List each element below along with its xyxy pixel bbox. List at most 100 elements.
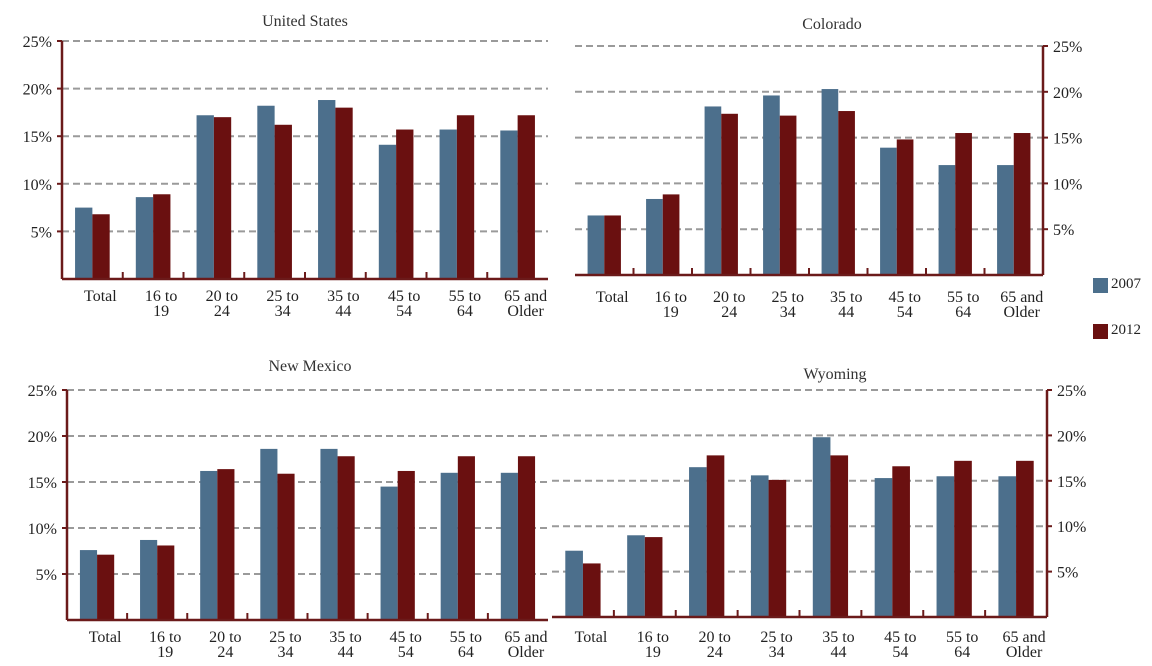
chart-title: New Mexico	[268, 358, 351, 375]
bar-2007-4	[318, 100, 336, 279]
bar-2007-1	[135, 197, 154, 279]
legend-label-2012: 2012	[1111, 322, 1141, 338]
bar-2012-3	[779, 115, 797, 275]
x-tick-label: 35 to 44	[822, 629, 854, 661]
y-tick-label: 25%	[28, 383, 57, 400]
bar-2012-2	[721, 113, 738, 275]
x-tick-label: 20 to 24	[209, 629, 241, 661]
bar-2012-2	[217, 469, 235, 620]
bar-2007-6	[938, 165, 956, 275]
y-tick-label: 5%	[31, 224, 52, 241]
x-tick-label: 65 and Older	[504, 629, 547, 661]
x-tick-label: 65 and Older	[504, 288, 547, 320]
bar-2007-4	[320, 448, 338, 620]
bar-2012-6	[457, 456, 475, 620]
x-tick-label: 55 to 64	[449, 288, 481, 320]
y-tick-label: 10%	[1057, 519, 1086, 536]
bar-2012-3	[277, 473, 295, 620]
x-tick-label: 16 to 19	[637, 629, 669, 661]
bar-2012-6	[954, 460, 972, 617]
x-tick-label: 20 to 24	[713, 289, 745, 321]
y-tick-label: 20%	[1057, 428, 1086, 445]
bar-2007-5	[874, 478, 893, 617]
chart-panel-2: 5% 10% 15% 20% 25% Total 16 to 19 20 to 24 25 to 34…	[28, 358, 548, 661]
bar-2012-2	[706, 455, 725, 617]
bar-2007-7	[997, 165, 1014, 275]
bar-2007-6	[439, 129, 457, 279]
x-tick-label: 16 to 19	[655, 289, 687, 321]
x-tick-label: Total	[89, 629, 122, 646]
bar-2007-7	[998, 476, 1017, 617]
bar-2012-1	[157, 545, 175, 620]
bar-2012-1	[662, 194, 680, 275]
y-tick-label: 20%	[1053, 85, 1082, 102]
bar-2012-7	[517, 115, 535, 279]
x-tick-label: 25 to 34	[772, 289, 804, 321]
bar-2007-5	[880, 147, 897, 275]
x-tick-label: 65 and Older	[1003, 629, 1046, 661]
y-tick-label: 5%	[1053, 222, 1074, 239]
bar-2007-2	[689, 467, 707, 617]
y-tick-label: 15%	[28, 475, 57, 492]
bar-2007-3	[257, 105, 275, 280]
x-tick-label: Total	[596, 289, 629, 306]
x-tick-label: 20 to 24	[698, 629, 730, 661]
y-tick-label: 10%	[23, 177, 52, 194]
bar-2007-4	[812, 437, 831, 617]
bar-2012-3	[274, 124, 292, 279]
y-tick-label: 5%	[36, 567, 57, 584]
y-tick-label: 25%	[1057, 383, 1086, 400]
bar-2007-0	[75, 207, 93, 279]
bar-2007-3	[260, 448, 278, 620]
bar-2007-6	[936, 476, 955, 617]
bar-2012-6	[955, 133, 972, 275]
x-tick-label: 20 to 24	[206, 288, 238, 320]
bar-2012-5	[896, 139, 914, 275]
y-tick-label: 5%	[1057, 565, 1078, 582]
x-tick-label: 45 to 54	[889, 289, 921, 321]
x-tick-label: 35 to 44	[327, 288, 359, 320]
legend-swatch-2012	[1093, 324, 1108, 339]
bar-2012-0	[582, 563, 601, 617]
bar-2012-0	[92, 214, 110, 279]
bar-2007-7	[500, 472, 518, 620]
bar-2012-0	[604, 215, 621, 275]
bar-2012-0	[97, 554, 115, 620]
bar-2012-3	[768, 479, 787, 617]
bar-2007-2	[704, 106, 722, 276]
bar-2007-2	[196, 115, 214, 279]
x-tick-label: 45 to 54	[884, 629, 916, 661]
bar-2012-4	[838, 111, 855, 275]
x-tick-label: 35 to 44	[830, 289, 862, 321]
x-tick-label: 55 to 64	[946, 629, 978, 661]
x-tick-label: Total	[84, 288, 117, 305]
bar-2007-5	[378, 144, 397, 279]
bar-2012-5	[892, 466, 910, 617]
y-tick-label: 20%	[23, 82, 52, 99]
bar-2007-0	[587, 215, 605, 275]
bar-2007-2	[200, 470, 218, 620]
legend-label-2007: 2007	[1111, 276, 1141, 292]
bar-2007-6	[440, 472, 458, 620]
bar-2012-4	[830, 455, 849, 617]
x-tick-label: 45 to 54	[389, 629, 421, 661]
bar-2007-0	[565, 550, 583, 617]
bar-2012-1	[153, 194, 171, 279]
bar-2012-7	[1013, 133, 1031, 275]
x-tick-label: 55 to 64	[947, 289, 979, 321]
chart-title: United States	[262, 13, 348, 30]
x-tick-label: 55 to 64	[450, 629, 482, 661]
bar-2012-4	[335, 107, 353, 279]
x-tick-label: 35 to 44	[329, 629, 361, 661]
bar-2007-0	[79, 550, 98, 620]
y-tick-label: 10%	[1053, 176, 1082, 193]
y-tick-label: 15%	[1053, 131, 1082, 148]
bar-2007-5	[380, 486, 398, 620]
x-tick-label: 25 to 34	[266, 288, 298, 320]
x-tick-label: 45 to 54	[388, 288, 420, 320]
bar-2007-1	[140, 539, 158, 620]
bar-2012-2	[213, 117, 232, 279]
chart-title: Wyoming	[803, 366, 866, 383]
bar-2012-1	[644, 537, 663, 617]
